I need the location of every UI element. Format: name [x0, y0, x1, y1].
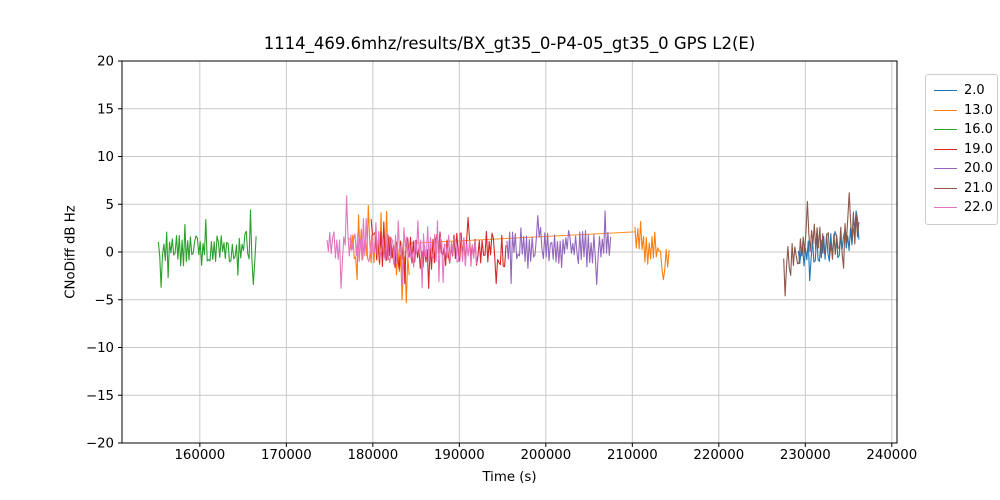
x-tick-label: 210000 [607, 448, 658, 463]
x-tick-label: 160000 [174, 448, 225, 463]
legend-line-sample [934, 168, 957, 170]
series-line-20.0 [506, 210, 612, 286]
legend-item-2.0: 2.0 [926, 81, 997, 101]
legend-label: 13.0 [964, 102, 993, 118]
legend-line-sample [934, 148, 957, 150]
legend-item-22.0: 22.0 [926, 198, 997, 218]
chart-title: 1114_469.6mhz/results/BX_gt35_0-P4-05_gt… [263, 34, 756, 53]
x-tick-label: 190000 [434, 448, 485, 463]
y-tick-label: −15 [86, 389, 114, 404]
y-tick-label: 20 [97, 55, 114, 70]
y-tick-label: −10 [86, 341, 114, 356]
legend-item-13.0: 13.0 [926, 101, 997, 121]
y-axis-label: CNoDiff dB Hz [63, 205, 79, 299]
legend-label: 22.0 [964, 200, 993, 216]
series-line-13.0 [634, 220, 670, 281]
x-tick-label: 170000 [261, 448, 312, 463]
legend-line-sample [934, 207, 957, 209]
legend-line-sample [934, 129, 957, 131]
x-axis-label: Time (s) [482, 470, 537, 485]
x-tick-label: 220000 [693, 448, 744, 463]
legend-item-21.0: 21.0 [926, 179, 997, 199]
y-tick-label: 10 [97, 150, 114, 165]
legend-label: 20.0 [964, 161, 993, 177]
x-tick-label: 200000 [520, 448, 571, 463]
legend-line-sample [934, 90, 957, 92]
x-tick-label: 240000 [866, 448, 917, 463]
legend-label: 16.0 [964, 122, 993, 138]
x-tick-label: 230000 [780, 448, 831, 463]
x-tick-label: 180000 [347, 448, 398, 463]
y-tick-label: 5 [106, 198, 114, 213]
legend-item-20.0: 20.0 [926, 159, 997, 179]
y-tick-label: 15 [97, 102, 114, 117]
legend: 2.0 13.0 16.0 19.0 20.0 21.0 22.0 [925, 74, 998, 225]
y-tick-label: −5 [94, 293, 114, 308]
series-line-2.0 [797, 210, 860, 282]
legend-label: 21.0 [964, 180, 993, 196]
series-line-21.0 [783, 192, 860, 297]
series-line-16.0 [157, 209, 257, 288]
series-line-22.0 [326, 195, 478, 289]
legend-line-sample [934, 187, 957, 189]
y-tick-label: 0 [106, 246, 114, 261]
y-tick-label: −20 [86, 437, 114, 452]
legend-label: 2.0 [964, 83, 985, 99]
legend-item-16.0: 16.0 [926, 120, 997, 140]
legend-item-19.0: 19.0 [926, 140, 997, 160]
legend-line-sample [934, 109, 957, 111]
legend-label: 19.0 [964, 141, 993, 157]
